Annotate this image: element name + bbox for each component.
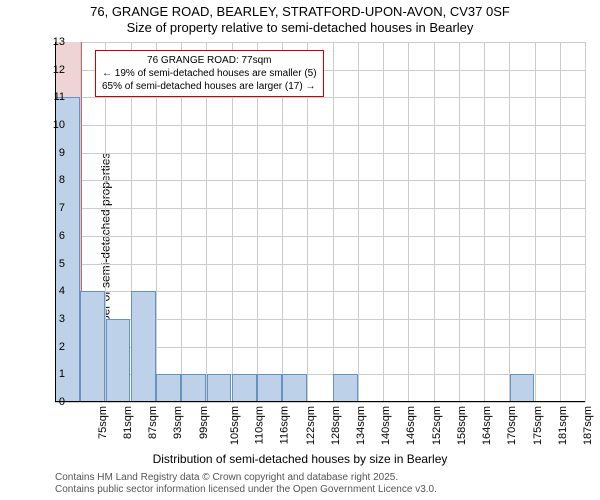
x-axis-line bbox=[55, 401, 585, 402]
bar bbox=[181, 374, 206, 402]
xtick-label: 87sqm bbox=[147, 406, 159, 439]
xtick-label: 116sqm bbox=[279, 406, 291, 444]
bar bbox=[106, 319, 131, 402]
xtick-label: 181sqm bbox=[557, 406, 569, 445]
ytick-label: 8 bbox=[45, 174, 65, 186]
gridline-v bbox=[358, 42, 359, 402]
xtick-label: 122sqm bbox=[305, 406, 317, 445]
gridline-h bbox=[55, 208, 585, 209]
attribution-line1: Contains HM Land Registry data © Crown c… bbox=[55, 472, 437, 484]
xtick-label: 187sqm bbox=[582, 406, 594, 445]
xtick-label: 140sqm bbox=[380, 406, 392, 445]
xtick-label: 81sqm bbox=[122, 406, 134, 439]
ytick-label: 13 bbox=[45, 36, 65, 48]
attribution: Contains HM Land Registry data © Crown c… bbox=[55, 472, 437, 496]
ytick-label: 3 bbox=[45, 313, 65, 325]
ytick-label: 6 bbox=[45, 230, 65, 242]
xtick-label: 164sqm bbox=[481, 406, 493, 445]
gridline-v bbox=[484, 42, 485, 402]
ytick-label: 7 bbox=[45, 202, 65, 214]
ytick-label: 1 bbox=[45, 368, 65, 380]
gridline-h bbox=[55, 153, 585, 154]
bar bbox=[257, 374, 282, 402]
xtick-label: 146sqm bbox=[406, 406, 418, 445]
bar bbox=[232, 374, 257, 402]
x-axis-label: Distribution of semi-detached houses by … bbox=[0, 452, 600, 466]
xtick-label: 158sqm bbox=[456, 406, 468, 445]
bar bbox=[510, 374, 535, 402]
ytick-label: 9 bbox=[45, 147, 65, 159]
xtick-label: 175sqm bbox=[532, 406, 544, 445]
gridline-v bbox=[459, 42, 460, 402]
ytick-label: 10 bbox=[45, 119, 65, 131]
gridline-v bbox=[408, 42, 409, 402]
plot-area: 76 GRANGE ROAD: 77sqm← 19% of semi-detac… bbox=[55, 42, 585, 402]
gridline-v bbox=[509, 42, 510, 402]
gridline-v bbox=[333, 42, 334, 402]
ytick-label: 4 bbox=[45, 285, 65, 297]
xtick-label: 110sqm bbox=[253, 406, 265, 444]
ytick-label: 12 bbox=[45, 64, 65, 76]
annotation-line3: 65% of semi-detached houses are larger (… bbox=[102, 80, 317, 93]
gridline-h bbox=[55, 180, 585, 181]
gridline-v bbox=[535, 42, 536, 402]
bar bbox=[207, 374, 232, 402]
xtick-label: 152sqm bbox=[431, 406, 443, 445]
gridline-h bbox=[55, 264, 585, 265]
xtick-label: 170sqm bbox=[507, 406, 519, 445]
chart-subtitle: Size of property relative to semi-detach… bbox=[0, 20, 600, 35]
ytick-label: 11 bbox=[45, 91, 65, 103]
xtick-label: 128sqm bbox=[330, 406, 342, 445]
gridline-v bbox=[585, 42, 586, 402]
gridline-h bbox=[55, 125, 585, 126]
annotation-line2: ← 19% of semi-detached houses are smalle… bbox=[102, 67, 317, 80]
bar bbox=[80, 291, 105, 402]
xtick-label: 99sqm bbox=[198, 406, 210, 439]
gridline-h bbox=[55, 97, 585, 98]
bar bbox=[333, 374, 358, 402]
bar bbox=[131, 291, 156, 402]
gridline-h bbox=[55, 236, 585, 237]
chart-container: 76, GRANGE ROAD, BEARLEY, STRATFORD-UPON… bbox=[0, 0, 600, 500]
xtick-label: 93sqm bbox=[172, 406, 184, 439]
gridline-v bbox=[434, 42, 435, 402]
annotation-box: 76 GRANGE ROAD: 77sqm← 19% of semi-detac… bbox=[95, 50, 324, 97]
ytick-label: 2 bbox=[45, 341, 65, 353]
ytick-label: 5 bbox=[45, 258, 65, 270]
ytick-label: 0 bbox=[45, 396, 65, 408]
gridline-v bbox=[383, 42, 384, 402]
chart-title: 76, GRANGE ROAD, BEARLEY, STRATFORD-UPON… bbox=[0, 4, 600, 19]
xtick-label: 105sqm bbox=[229, 406, 241, 445]
gridline-v bbox=[560, 42, 561, 402]
attribution-line2: Contains public sector information licen… bbox=[55, 484, 437, 496]
bar bbox=[156, 374, 181, 402]
gridline-h bbox=[55, 402, 585, 403]
bar bbox=[55, 97, 80, 402]
xtick-label: 75sqm bbox=[97, 406, 109, 439]
gridline-h bbox=[55, 42, 585, 43]
bar bbox=[282, 374, 307, 402]
xtick-label: 134sqm bbox=[355, 406, 367, 445]
annotation-line1: 76 GRANGE ROAD: 77sqm bbox=[102, 54, 317, 67]
